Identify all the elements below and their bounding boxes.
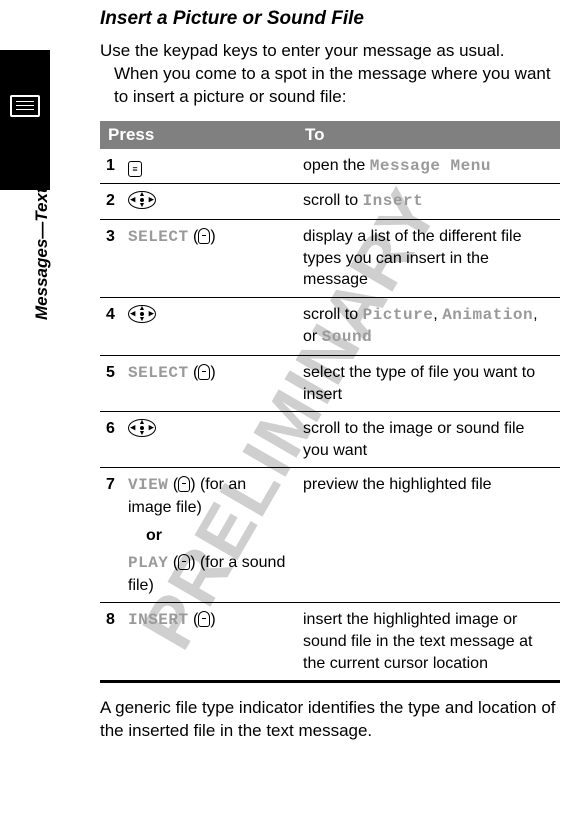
soft-key-icon [198, 228, 210, 244]
soft-key-icon [198, 364, 210, 380]
ui-term: SELECT [128, 364, 189, 382]
ui-term: VIEW [128, 476, 168, 494]
to-cell: display a list of the different file typ… [297, 220, 560, 298]
step-number: 5 [100, 355, 122, 411]
ui-term: SELECT [128, 228, 189, 246]
steps-table: Press To 1 ≡ open the Message Menu 2 [100, 121, 560, 683]
to-cell: scroll to the image or sound file you wa… [297, 412, 560, 468]
to-text: scroll to [303, 192, 363, 209]
ui-term: Picture [363, 306, 434, 324]
ui-term: PLAY [128, 554, 168, 572]
table-row: 5 SELECT () select the type of file you … [100, 355, 560, 411]
ui-term: Message Menu [370, 157, 491, 175]
step-number: 8 [100, 603, 122, 682]
to-text: scroll to [303, 306, 363, 323]
table-row: 3 SELECT () display a list of the differ… [100, 220, 560, 298]
to-cell: preview the highlighted file [297, 468, 560, 603]
header-to: To [297, 121, 560, 149]
outro-paragraph: A generic file type indicator identifies… [100, 697, 560, 743]
soft-key-icon [198, 611, 210, 627]
ui-term: INSERT [128, 611, 189, 629]
to-cell: open the Message Menu [297, 149, 560, 184]
to-cell: select the type of file you want to inse… [297, 355, 560, 411]
nav-key-icon: ▲▼◀▶ [128, 419, 156, 437]
intro-paragraph: Use the keypad keys to enter your messag… [100, 40, 560, 109]
step-number: 7 [100, 468, 122, 603]
ui-term: Sound [322, 328, 373, 346]
table-row: 7 VIEW () (for an image file) or PLAY ()… [100, 468, 560, 603]
ui-term: Animation [442, 306, 533, 324]
soft-key-icon [178, 476, 190, 492]
nav-key-icon: ▲▼◀▶ [128, 191, 156, 209]
to-cell: scroll to Picture, Animation, or Sound [297, 297, 560, 355]
table-row: 2 ▲▼◀▶ scroll to Insert [100, 184, 560, 220]
table-row: 6 ▲▼◀▶ scroll to the image or sound file… [100, 412, 560, 468]
to-cell: scroll to Insert [297, 184, 560, 220]
menu-key-icon: ≡ [128, 161, 142, 177]
to-text: , [433, 306, 442, 323]
or-text: or [146, 525, 291, 547]
step-number: 4 [100, 297, 122, 355]
press-cell: SELECT () [122, 355, 297, 411]
to-cell: insert the highlighted image or sound fi… [297, 603, 560, 682]
step-number: 3 [100, 220, 122, 298]
to-text: open the [303, 157, 370, 174]
press-cell: VIEW () (for an image file) or PLAY () (… [122, 468, 297, 603]
step-number: 1 [100, 149, 122, 184]
header-press: Press [100, 121, 297, 149]
intro-line: Use the keypad keys to enter your messag… [100, 41, 504, 60]
soft-key-icon [178, 554, 190, 570]
section-tab-label: Messages—Text [32, 187, 52, 320]
sidebar-bar [0, 50, 50, 190]
press-cell: INSERT () [122, 603, 297, 682]
table-row: 8 INSERT () insert the highlighted image… [100, 603, 560, 682]
section-heading: Insert a Picture or Sound File [100, 8, 560, 30]
ui-term: Insert [363, 192, 424, 210]
nav-key-icon: ▲▼◀▶ [128, 305, 156, 323]
press-cell: ≡ [122, 149, 297, 184]
step-number: 2 [100, 184, 122, 220]
press-cell: ▲▼◀▶ [122, 412, 297, 468]
press-cell: SELECT () [122, 220, 297, 298]
message-icon [10, 95, 40, 117]
step-number: 6 [100, 412, 122, 468]
intro-line: When you come to a spot in the message w… [114, 63, 560, 109]
press-cell: ▲▼◀▶ [122, 297, 297, 355]
press-cell: ▲▼◀▶ [122, 184, 297, 220]
table-row: 1 ≡ open the Message Menu [100, 149, 560, 184]
table-row: 4 ▲▼◀▶ scroll to Picture, Animation, or … [100, 297, 560, 355]
table-header-row: Press To [100, 121, 560, 149]
